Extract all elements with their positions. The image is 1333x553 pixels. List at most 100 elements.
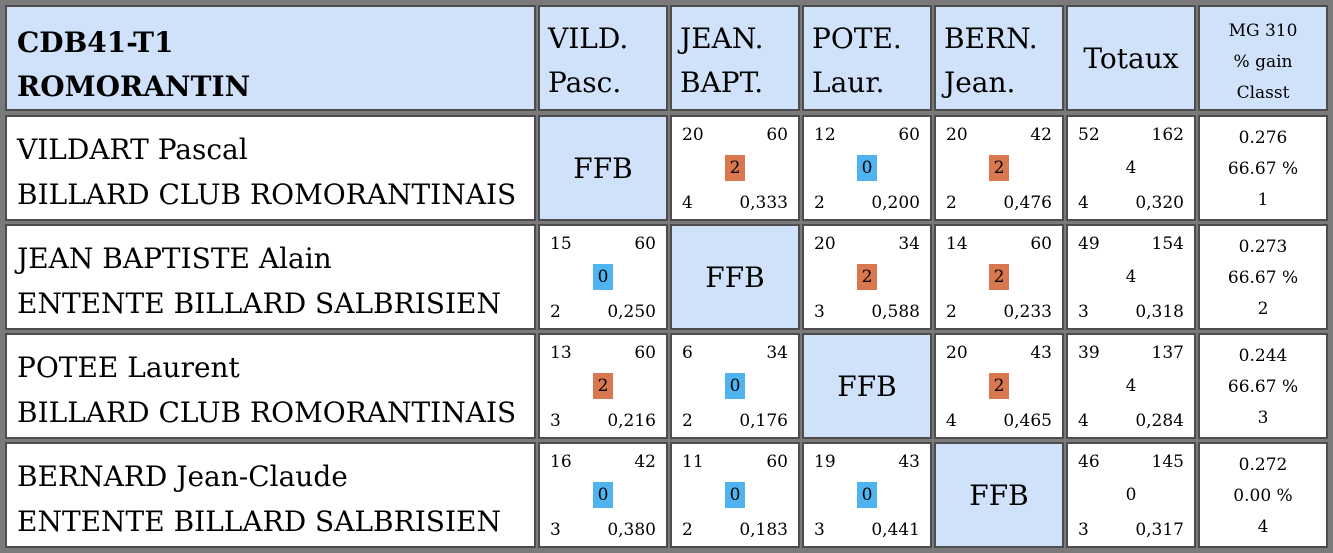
match-points-wrap: 2 bbox=[989, 264, 1009, 290]
high-run: 3 bbox=[814, 302, 825, 322]
innings: 60 bbox=[1030, 234, 1052, 254]
points-scored: 16 bbox=[550, 452, 572, 472]
points-scored: 13 bbox=[550, 343, 572, 363]
best-high-run: 4 bbox=[1078, 193, 1089, 213]
column-header-bernard: BERN. Jean. bbox=[934, 5, 1064, 111]
total-innings: 145 bbox=[1151, 452, 1184, 472]
total-points: 52 bbox=[1078, 125, 1100, 145]
player-name: VILDART Pascal bbox=[17, 133, 248, 166]
high-run: 2 bbox=[550, 302, 561, 322]
match-cell: 20 42 2 2 0,476 bbox=[934, 115, 1064, 221]
points-scored: 20 bbox=[946, 343, 968, 363]
ffb-cell: FFB bbox=[670, 224, 800, 330]
points-scored: 12 bbox=[814, 125, 836, 145]
ffb-cell: FFB bbox=[538, 115, 668, 221]
innings: 42 bbox=[1030, 125, 1052, 145]
innings: 42 bbox=[634, 452, 656, 472]
innings: 60 bbox=[766, 125, 788, 145]
best-high-run: 3 bbox=[1078, 520, 1089, 540]
average: 0,200 bbox=[871, 193, 920, 213]
gain-percent: 0.00 % bbox=[1233, 486, 1293, 506]
player-club: ENTENTE BILLARD SALBRISIEN bbox=[17, 505, 501, 538]
match-points-loss-badge: 0 bbox=[593, 482, 613, 508]
match-points-loss-badge: 0 bbox=[593, 264, 613, 290]
high-run: 2 bbox=[946, 302, 957, 322]
total-match-points-wrap: 0 bbox=[1126, 485, 1137, 505]
match-cell: 20 43 2 4 0,465 bbox=[934, 333, 1064, 439]
points-scored: 19 bbox=[814, 452, 836, 472]
match-cell: 11 60 0 2 0,183 bbox=[670, 442, 800, 548]
mg-value: 0.244 bbox=[1238, 346, 1288, 366]
column-header-line2: Laur. bbox=[812, 66, 885, 99]
column-header-line1: BERN. bbox=[944, 22, 1038, 55]
high-run: 2 bbox=[682, 411, 693, 431]
player-cell-bernard: BERNARD Jean-Claude ENTENTE BILLARD SALBR… bbox=[5, 442, 536, 548]
player-cell-jean-baptiste: JEAN BAPTISTE Alain ENTENTE BILLARD SALBR… bbox=[5, 224, 536, 330]
player-club: BILLARD CLUB ROMORANTINAIS bbox=[17, 396, 517, 429]
stats-cell: 0.276 66.67 % 1 bbox=[1198, 115, 1328, 221]
rank-value: 3 bbox=[1257, 408, 1269, 428]
gain-percent: 66.67 % bbox=[1227, 377, 1299, 397]
player-cell-vildart: VILDART Pascal BILLARD CLUB ROMORANTINAIS bbox=[5, 115, 536, 221]
match-points-wrap: 2 bbox=[989, 373, 1009, 399]
points-scored: 15 bbox=[550, 234, 572, 254]
average: 0,441 bbox=[871, 520, 920, 540]
match-cell: 16 42 0 3 0,380 bbox=[538, 442, 668, 548]
match-points-wrap: 2 bbox=[593, 373, 613, 399]
match-cell: 19 43 0 3 0,441 bbox=[802, 442, 932, 548]
player-name: POTEE Laurent bbox=[17, 351, 240, 384]
player-club: BILLARD CLUB ROMORANTINAIS bbox=[17, 178, 517, 211]
column-header-line1: JEAN. bbox=[680, 22, 764, 55]
match-points-win-badge: 2 bbox=[593, 373, 613, 399]
high-run: 3 bbox=[814, 520, 825, 540]
mg-value: 0.276 bbox=[1238, 128, 1288, 148]
match-points-wrap: 0 bbox=[725, 373, 745, 399]
total-match-points-wrap: 4 bbox=[1126, 376, 1137, 396]
player-name: JEAN BAPTISTE Alain bbox=[17, 242, 332, 275]
totals-cell: 46 145 0 3 0,317 bbox=[1066, 442, 1196, 548]
best-high-run: 4 bbox=[1078, 411, 1089, 431]
match-cell: 13 60 2 3 0,216 bbox=[538, 333, 668, 439]
match-points-wrap: 2 bbox=[857, 264, 877, 290]
match-points-win-badge: 2 bbox=[725, 155, 745, 181]
total-match-points: 4 bbox=[1125, 158, 1137, 178]
average: 0,216 bbox=[607, 411, 656, 431]
column-header-totals: Totaux bbox=[1066, 5, 1196, 111]
column-header-potee: POTE. Laur. bbox=[802, 5, 932, 111]
match-points-win-badge: 2 bbox=[989, 264, 1009, 290]
innings: 60 bbox=[898, 125, 920, 145]
total-match-points: 4 bbox=[1125, 267, 1137, 287]
innings: 34 bbox=[898, 234, 920, 254]
column-header-line1: POTE. bbox=[812, 22, 902, 55]
match-points-loss-badge: 0 bbox=[725, 482, 745, 508]
high-run: 2 bbox=[682, 520, 693, 540]
column-header-vildart: VILD. Pasc. bbox=[538, 5, 668, 111]
total-match-points: 0 bbox=[1125, 485, 1137, 505]
ffb-label: FFB bbox=[705, 260, 765, 294]
points-scored: 11 bbox=[682, 452, 704, 472]
stats-cell: 0.273 66.67 % 2 bbox=[1198, 224, 1328, 330]
column-header-line2: Pasc. bbox=[548, 66, 622, 99]
ffb-label: FFB bbox=[573, 151, 633, 185]
table-title-cell: CDB41-T1 ROMORANTIN bbox=[5, 5, 536, 111]
average: 0,588 bbox=[871, 302, 920, 322]
column-header-line2: Jean. bbox=[944, 66, 1016, 99]
match-cell: 20 34 2 3 0,588 bbox=[802, 224, 932, 330]
average: 0,465 bbox=[1003, 411, 1052, 431]
average: 0,233 bbox=[1003, 302, 1052, 322]
innings: 43 bbox=[1030, 343, 1052, 363]
player-cell-potee: POTEE Laurent BILLARD CLUB ROMORANTINAIS bbox=[5, 333, 536, 439]
rank-label: Classt bbox=[1236, 83, 1290, 103]
totals-cell: 49 154 4 3 0,318 bbox=[1066, 224, 1196, 330]
match-points-wrap: 0 bbox=[593, 264, 613, 290]
rank-value: 1 bbox=[1257, 190, 1269, 210]
total-match-points-wrap: 4 bbox=[1126, 267, 1137, 287]
general-average: 0,284 bbox=[1135, 411, 1184, 431]
high-run: 2 bbox=[946, 193, 957, 213]
average: 0,380 bbox=[607, 520, 656, 540]
average: 0,183 bbox=[739, 520, 788, 540]
points-scored: 20 bbox=[946, 125, 968, 145]
ffb-label: FFB bbox=[969, 478, 1029, 512]
points-scored: 14 bbox=[946, 234, 968, 254]
